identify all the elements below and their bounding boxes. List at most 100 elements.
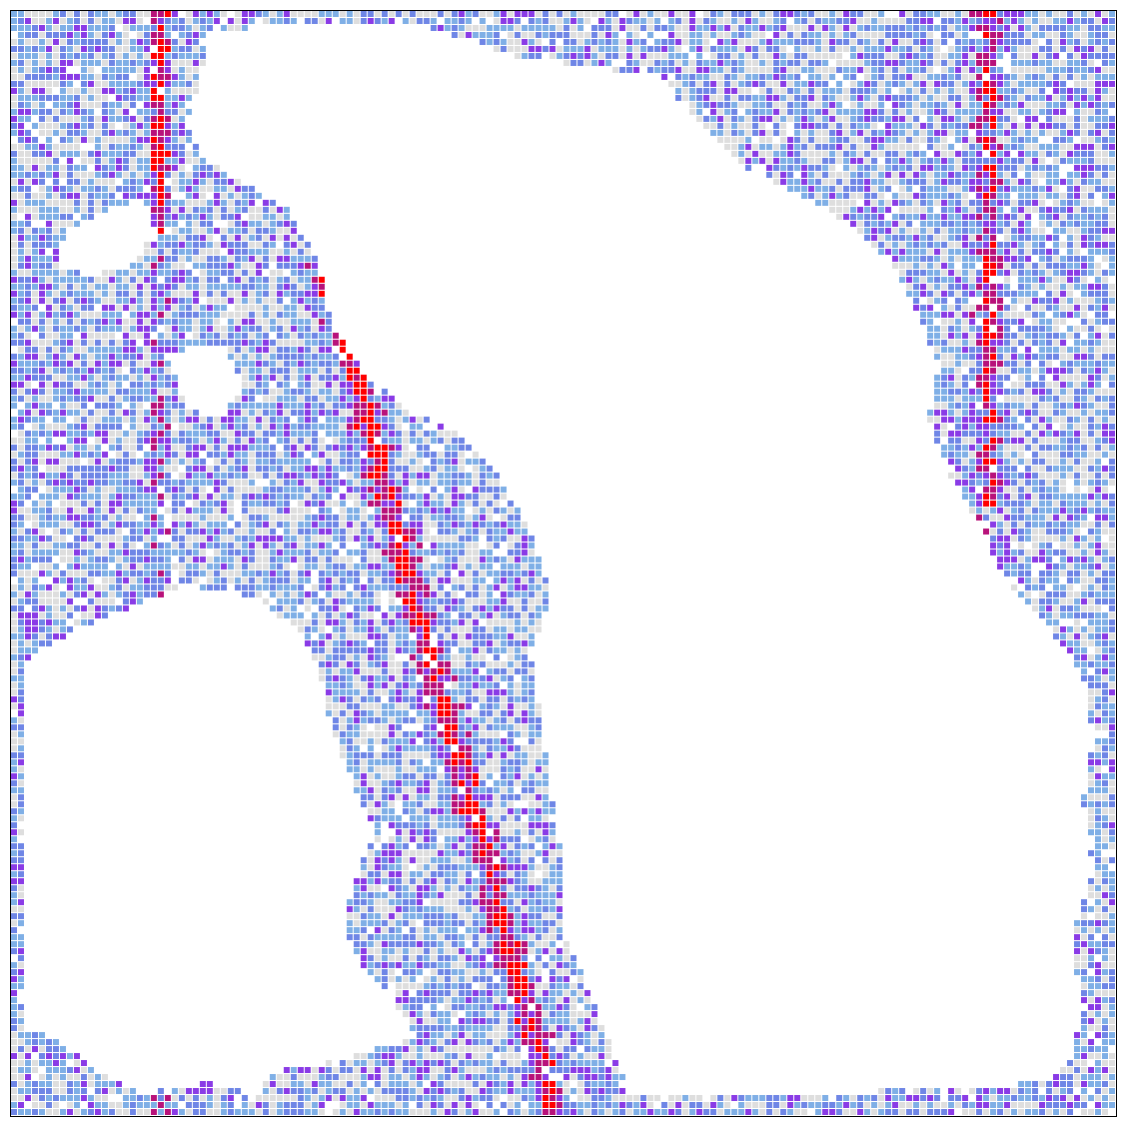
grid-cell xyxy=(1046,129,1053,136)
grid-cell xyxy=(220,227,227,234)
grid-cell xyxy=(276,248,283,255)
grid-cell xyxy=(1060,360,1067,367)
grid-cell xyxy=(605,45,612,52)
grid-cell xyxy=(955,227,962,234)
grid-cell xyxy=(1032,192,1039,199)
grid-cell xyxy=(115,360,122,367)
grid-cell xyxy=(920,283,927,290)
grid-cell xyxy=(1081,73,1088,80)
grid-cell xyxy=(157,206,164,213)
grid-cell xyxy=(892,143,899,150)
grid-cell xyxy=(199,178,206,185)
grid-cell xyxy=(941,59,948,66)
grid-cell xyxy=(290,444,297,451)
grid-cell xyxy=(976,409,983,416)
grid-cell xyxy=(241,185,248,192)
grid-cell xyxy=(108,395,115,402)
grid-cell xyxy=(38,108,45,115)
grid-cell xyxy=(1067,241,1074,248)
grid-cell xyxy=(766,143,773,150)
grid-cell xyxy=(1102,388,1108,395)
grid-cell xyxy=(1011,122,1018,129)
grid-cell xyxy=(136,143,143,150)
grid-cell xyxy=(535,38,542,45)
grid-cell xyxy=(997,248,1004,255)
grid-cell xyxy=(353,367,360,374)
grid-cell xyxy=(682,80,689,87)
grid-cell xyxy=(717,45,724,52)
grid-cell xyxy=(787,11,794,17)
grid-cell xyxy=(178,157,185,164)
grid-cell xyxy=(969,80,976,87)
grid-cell xyxy=(892,213,899,220)
grid-cell xyxy=(269,367,276,374)
grid-cell xyxy=(1095,374,1102,381)
grid-cell xyxy=(843,157,850,164)
grid-cell xyxy=(17,17,24,24)
grid-cell xyxy=(94,381,101,388)
grid-cell xyxy=(997,402,1004,409)
grid-cell xyxy=(997,423,1004,430)
grid-cell xyxy=(11,353,17,360)
grid-cell xyxy=(892,80,899,87)
grid-cell xyxy=(381,423,388,430)
grid-cell xyxy=(605,24,612,31)
grid-cell xyxy=(136,178,143,185)
grid-cell xyxy=(381,444,388,451)
grid-cell xyxy=(1018,129,1025,136)
grid-cell xyxy=(283,241,290,248)
grid-cell xyxy=(997,444,1004,451)
grid-cell xyxy=(1088,122,1095,129)
grid-cell xyxy=(297,388,304,395)
grid-cell xyxy=(52,353,59,360)
grid-cell xyxy=(304,255,311,262)
grid-cell xyxy=(325,311,332,318)
grid-cell xyxy=(1046,360,1053,367)
grid-cell xyxy=(745,164,752,171)
grid-cell xyxy=(871,31,878,38)
grid-cell xyxy=(976,143,983,150)
grid-cell xyxy=(941,136,948,143)
grid-cell xyxy=(1039,360,1046,367)
grid-cell xyxy=(45,409,52,416)
grid-cell xyxy=(52,150,59,157)
grid-cell xyxy=(59,367,66,374)
grid-cell xyxy=(941,367,948,374)
grid-cell xyxy=(1102,395,1108,402)
grid-cell xyxy=(976,101,983,108)
grid-cell xyxy=(640,45,647,52)
grid-cell xyxy=(1074,73,1081,80)
grid-cell xyxy=(31,234,38,241)
grid-cell xyxy=(248,437,255,444)
grid-cell xyxy=(234,227,241,234)
grid-cell xyxy=(87,318,94,325)
grid-cell xyxy=(696,108,703,115)
grid-cell xyxy=(1004,157,1011,164)
grid-cell xyxy=(17,73,24,80)
grid-cell xyxy=(731,122,738,129)
grid-cell xyxy=(1102,437,1108,444)
grid-cell xyxy=(661,59,668,66)
grid-cell xyxy=(934,87,941,94)
grid-cell xyxy=(276,304,283,311)
grid-cell xyxy=(1109,360,1115,367)
grid-cell xyxy=(745,24,752,31)
grid-cell xyxy=(1011,66,1018,73)
grid-cell xyxy=(815,164,822,171)
grid-cell xyxy=(1074,220,1081,227)
grid-cell xyxy=(416,423,423,430)
grid-cell xyxy=(66,381,73,388)
grid-cell xyxy=(717,11,724,17)
grid-cell xyxy=(962,283,969,290)
grid-cell xyxy=(80,206,87,213)
grid-cell xyxy=(1074,199,1081,206)
grid-cell xyxy=(157,262,164,269)
grid-cell xyxy=(913,122,920,129)
grid-cell xyxy=(1039,388,1046,395)
grid-cell xyxy=(969,283,976,290)
grid-cell xyxy=(143,66,150,73)
grid-cell xyxy=(1088,262,1095,269)
grid-cell xyxy=(150,437,157,444)
grid-cell xyxy=(59,402,66,409)
grid-cell xyxy=(990,402,997,409)
